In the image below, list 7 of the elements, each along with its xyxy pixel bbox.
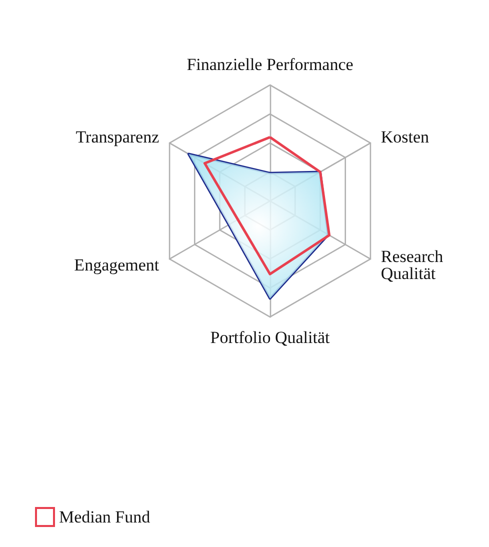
spoke-label: Kosten (380, 128, 430, 146)
spoke-label: Engagement (74, 256, 160, 274)
spoke-label: Portfolio Qualität (210, 328, 330, 347)
legend-label: Median Fund (59, 508, 151, 526)
spoke-label: Transparenz (76, 128, 160, 146)
spoke-label: Research Qualität (380, 247, 444, 283)
spoke-label: Finanzielle Performance (186, 55, 354, 74)
